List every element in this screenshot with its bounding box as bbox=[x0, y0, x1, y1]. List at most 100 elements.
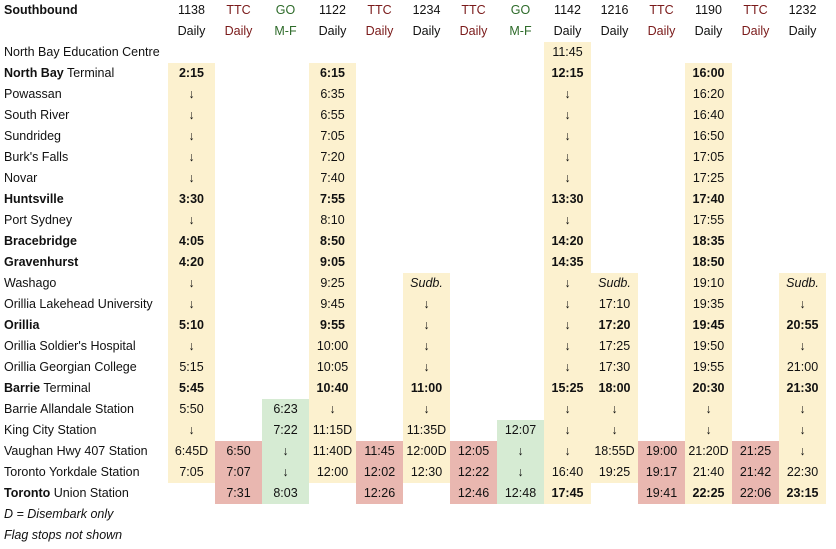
time-cell bbox=[497, 231, 544, 252]
header-train-11: 1190 bbox=[695, 3, 722, 17]
station-label: Vaughan Hwy 407 Station bbox=[4, 444, 148, 458]
time-cell bbox=[356, 84, 403, 105]
southbound-timetable: Southbound 1138 TTC GO 1122 TTC 1234 TTC GO 1142… bbox=[0, 0, 826, 504]
time-cell bbox=[591, 168, 638, 189]
header-blank bbox=[0, 21, 168, 42]
time-cell: 19:17 bbox=[638, 462, 685, 483]
time-cell bbox=[450, 84, 497, 105]
station-label: Powassan bbox=[4, 87, 62, 101]
time-cell: 12:15 bbox=[544, 63, 591, 84]
time-cell bbox=[450, 336, 497, 357]
time-cell bbox=[497, 336, 544, 357]
station-name: Barrie Allandale Station bbox=[0, 399, 168, 420]
time-cell bbox=[356, 294, 403, 315]
time-cell bbox=[732, 273, 779, 294]
time-cell: ↓ bbox=[591, 399, 638, 420]
time-cell bbox=[262, 63, 309, 84]
time-cell: ↓ bbox=[544, 126, 591, 147]
time-cell: 9:45 bbox=[309, 294, 356, 315]
time-cell bbox=[356, 378, 403, 399]
time-cell: 4:20 bbox=[168, 252, 215, 273]
time-cell bbox=[450, 315, 497, 336]
time-cell bbox=[215, 357, 262, 378]
time-cell: 19:25 bbox=[591, 462, 638, 483]
time-cell bbox=[779, 84, 826, 105]
time-cell: 11:35D bbox=[403, 420, 450, 441]
time-cell: 22:30 bbox=[779, 462, 826, 483]
time-cell bbox=[356, 168, 403, 189]
time-cell bbox=[356, 315, 403, 336]
time-cell: ↓ bbox=[168, 420, 215, 441]
time-cell bbox=[356, 126, 403, 147]
station-label: Burk's Falls bbox=[4, 150, 69, 164]
time-cell: 9:55 bbox=[309, 315, 356, 336]
time-cell bbox=[638, 252, 685, 273]
time-cell: 19:35 bbox=[685, 294, 732, 315]
time-cell bbox=[450, 399, 497, 420]
time-cell bbox=[450, 147, 497, 168]
time-cell: ↓ bbox=[544, 105, 591, 126]
header-days-2: M-F bbox=[274, 24, 297, 38]
time-cell: ↓ bbox=[403, 294, 450, 315]
time-cell bbox=[356, 273, 403, 294]
time-cell bbox=[262, 42, 309, 63]
station-label: King City Station bbox=[4, 423, 97, 437]
station-suffix: Union Station bbox=[50, 486, 129, 500]
time-cell: 11:45 bbox=[356, 441, 403, 462]
time-cell bbox=[732, 42, 779, 63]
time-cell bbox=[215, 399, 262, 420]
station-name: Toronto Union Station bbox=[0, 483, 168, 504]
header-row-train-numbers: Southbound 1138 TTC GO 1122 TTC 1234 TTC GO 1142… bbox=[0, 0, 826, 21]
time-cell bbox=[356, 63, 403, 84]
time-cell bbox=[779, 126, 826, 147]
time-cell bbox=[497, 399, 544, 420]
header-train-8: 1142 bbox=[554, 3, 581, 17]
station-label: Toronto bbox=[4, 486, 51, 500]
time-cell: 5:50 bbox=[168, 399, 215, 420]
station-name: Port Sydney bbox=[0, 210, 168, 231]
time-cell bbox=[215, 84, 262, 105]
table-title: Southbound bbox=[4, 3, 78, 17]
time-cell: 17:30 bbox=[591, 357, 638, 378]
station-name: Novar bbox=[0, 168, 168, 189]
time-cell: 17:45 bbox=[544, 483, 591, 504]
time-cell: ↓ bbox=[591, 420, 638, 441]
time-cell: 17:55 bbox=[685, 210, 732, 231]
time-cell bbox=[638, 210, 685, 231]
time-cell: 17:40 bbox=[685, 189, 732, 210]
time-cell: 23:15 bbox=[779, 483, 826, 504]
time-cell bbox=[591, 210, 638, 231]
time-cell: 11:00 bbox=[403, 378, 450, 399]
time-cell: 6:50 bbox=[215, 441, 262, 462]
note-disembark: D = Disembark only bbox=[4, 507, 114, 521]
time-cell bbox=[638, 168, 685, 189]
time-cell: 14:20 bbox=[544, 231, 591, 252]
time-cell: ↓ bbox=[168, 168, 215, 189]
time-cell bbox=[450, 126, 497, 147]
station-name: North Bay Education Centre bbox=[0, 42, 168, 63]
time-cell bbox=[403, 168, 450, 189]
time-cell bbox=[732, 357, 779, 378]
time-cell bbox=[497, 105, 544, 126]
time-cell bbox=[591, 84, 638, 105]
time-cell bbox=[168, 483, 215, 504]
time-cell bbox=[638, 105, 685, 126]
time-cell bbox=[450, 168, 497, 189]
time-cell bbox=[638, 63, 685, 84]
time-cell: ↓ bbox=[544, 315, 591, 336]
station-name: Washago bbox=[0, 273, 168, 294]
time-cell: 19:55 bbox=[685, 357, 732, 378]
time-cell bbox=[497, 378, 544, 399]
time-cell bbox=[262, 336, 309, 357]
table-row: North Bay Terminal 2:15 6:15 12:15 16:00 bbox=[0, 63, 826, 84]
time-cell: ↓ bbox=[497, 462, 544, 483]
header-days-4: Daily bbox=[365, 24, 394, 38]
time-cell bbox=[262, 105, 309, 126]
time-cell: 12:30 bbox=[403, 462, 450, 483]
time-cell bbox=[732, 84, 779, 105]
header-train-10: TTC bbox=[649, 3, 674, 17]
time-cell: 8:03 bbox=[262, 483, 309, 504]
time-cell: 10:05 bbox=[309, 357, 356, 378]
time-cell: 14:35 bbox=[544, 252, 591, 273]
time-cell: ↓ bbox=[168, 105, 215, 126]
